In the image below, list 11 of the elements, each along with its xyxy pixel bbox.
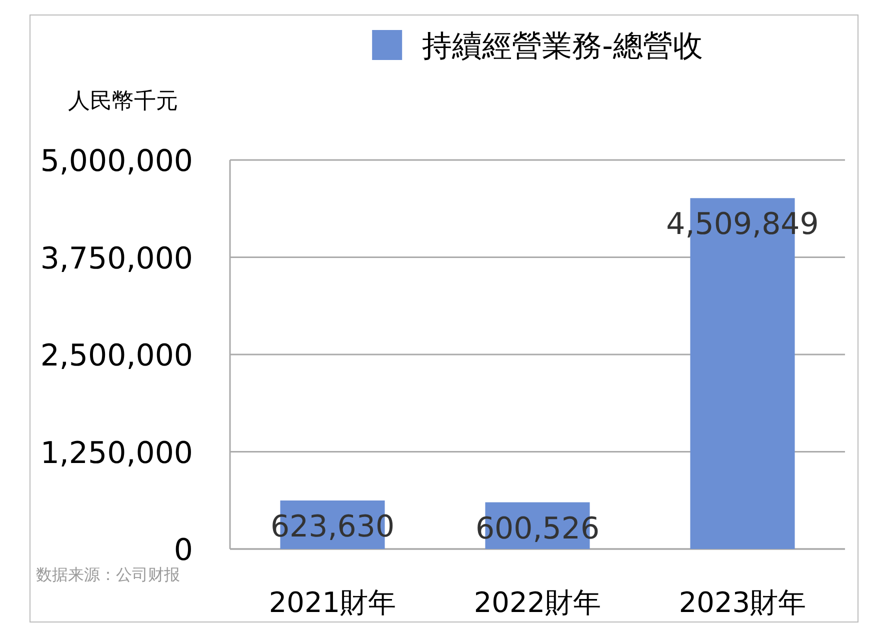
y-tick-label: 5,000,000 bbox=[40, 144, 193, 179]
x-tick-label: 2022財年 bbox=[474, 586, 602, 619]
y-tick-label: 1,250,000 bbox=[40, 436, 193, 471]
y-tick-label: 0 bbox=[174, 533, 193, 568]
source-note: 数据来源：公司财报 bbox=[36, 565, 180, 584]
y-axis-title: 人民幣千元 bbox=[68, 89, 178, 114]
y-tick-label: 2,500,000 bbox=[40, 338, 193, 374]
y-tick-label: 3,750,000 bbox=[40, 241, 193, 276]
legend-label: 持續經營業務-總營收 bbox=[422, 29, 703, 64]
x-tick-label: 2023財年 bbox=[678, 586, 806, 619]
x-tick-label: 2021財年 bbox=[268, 586, 396, 619]
